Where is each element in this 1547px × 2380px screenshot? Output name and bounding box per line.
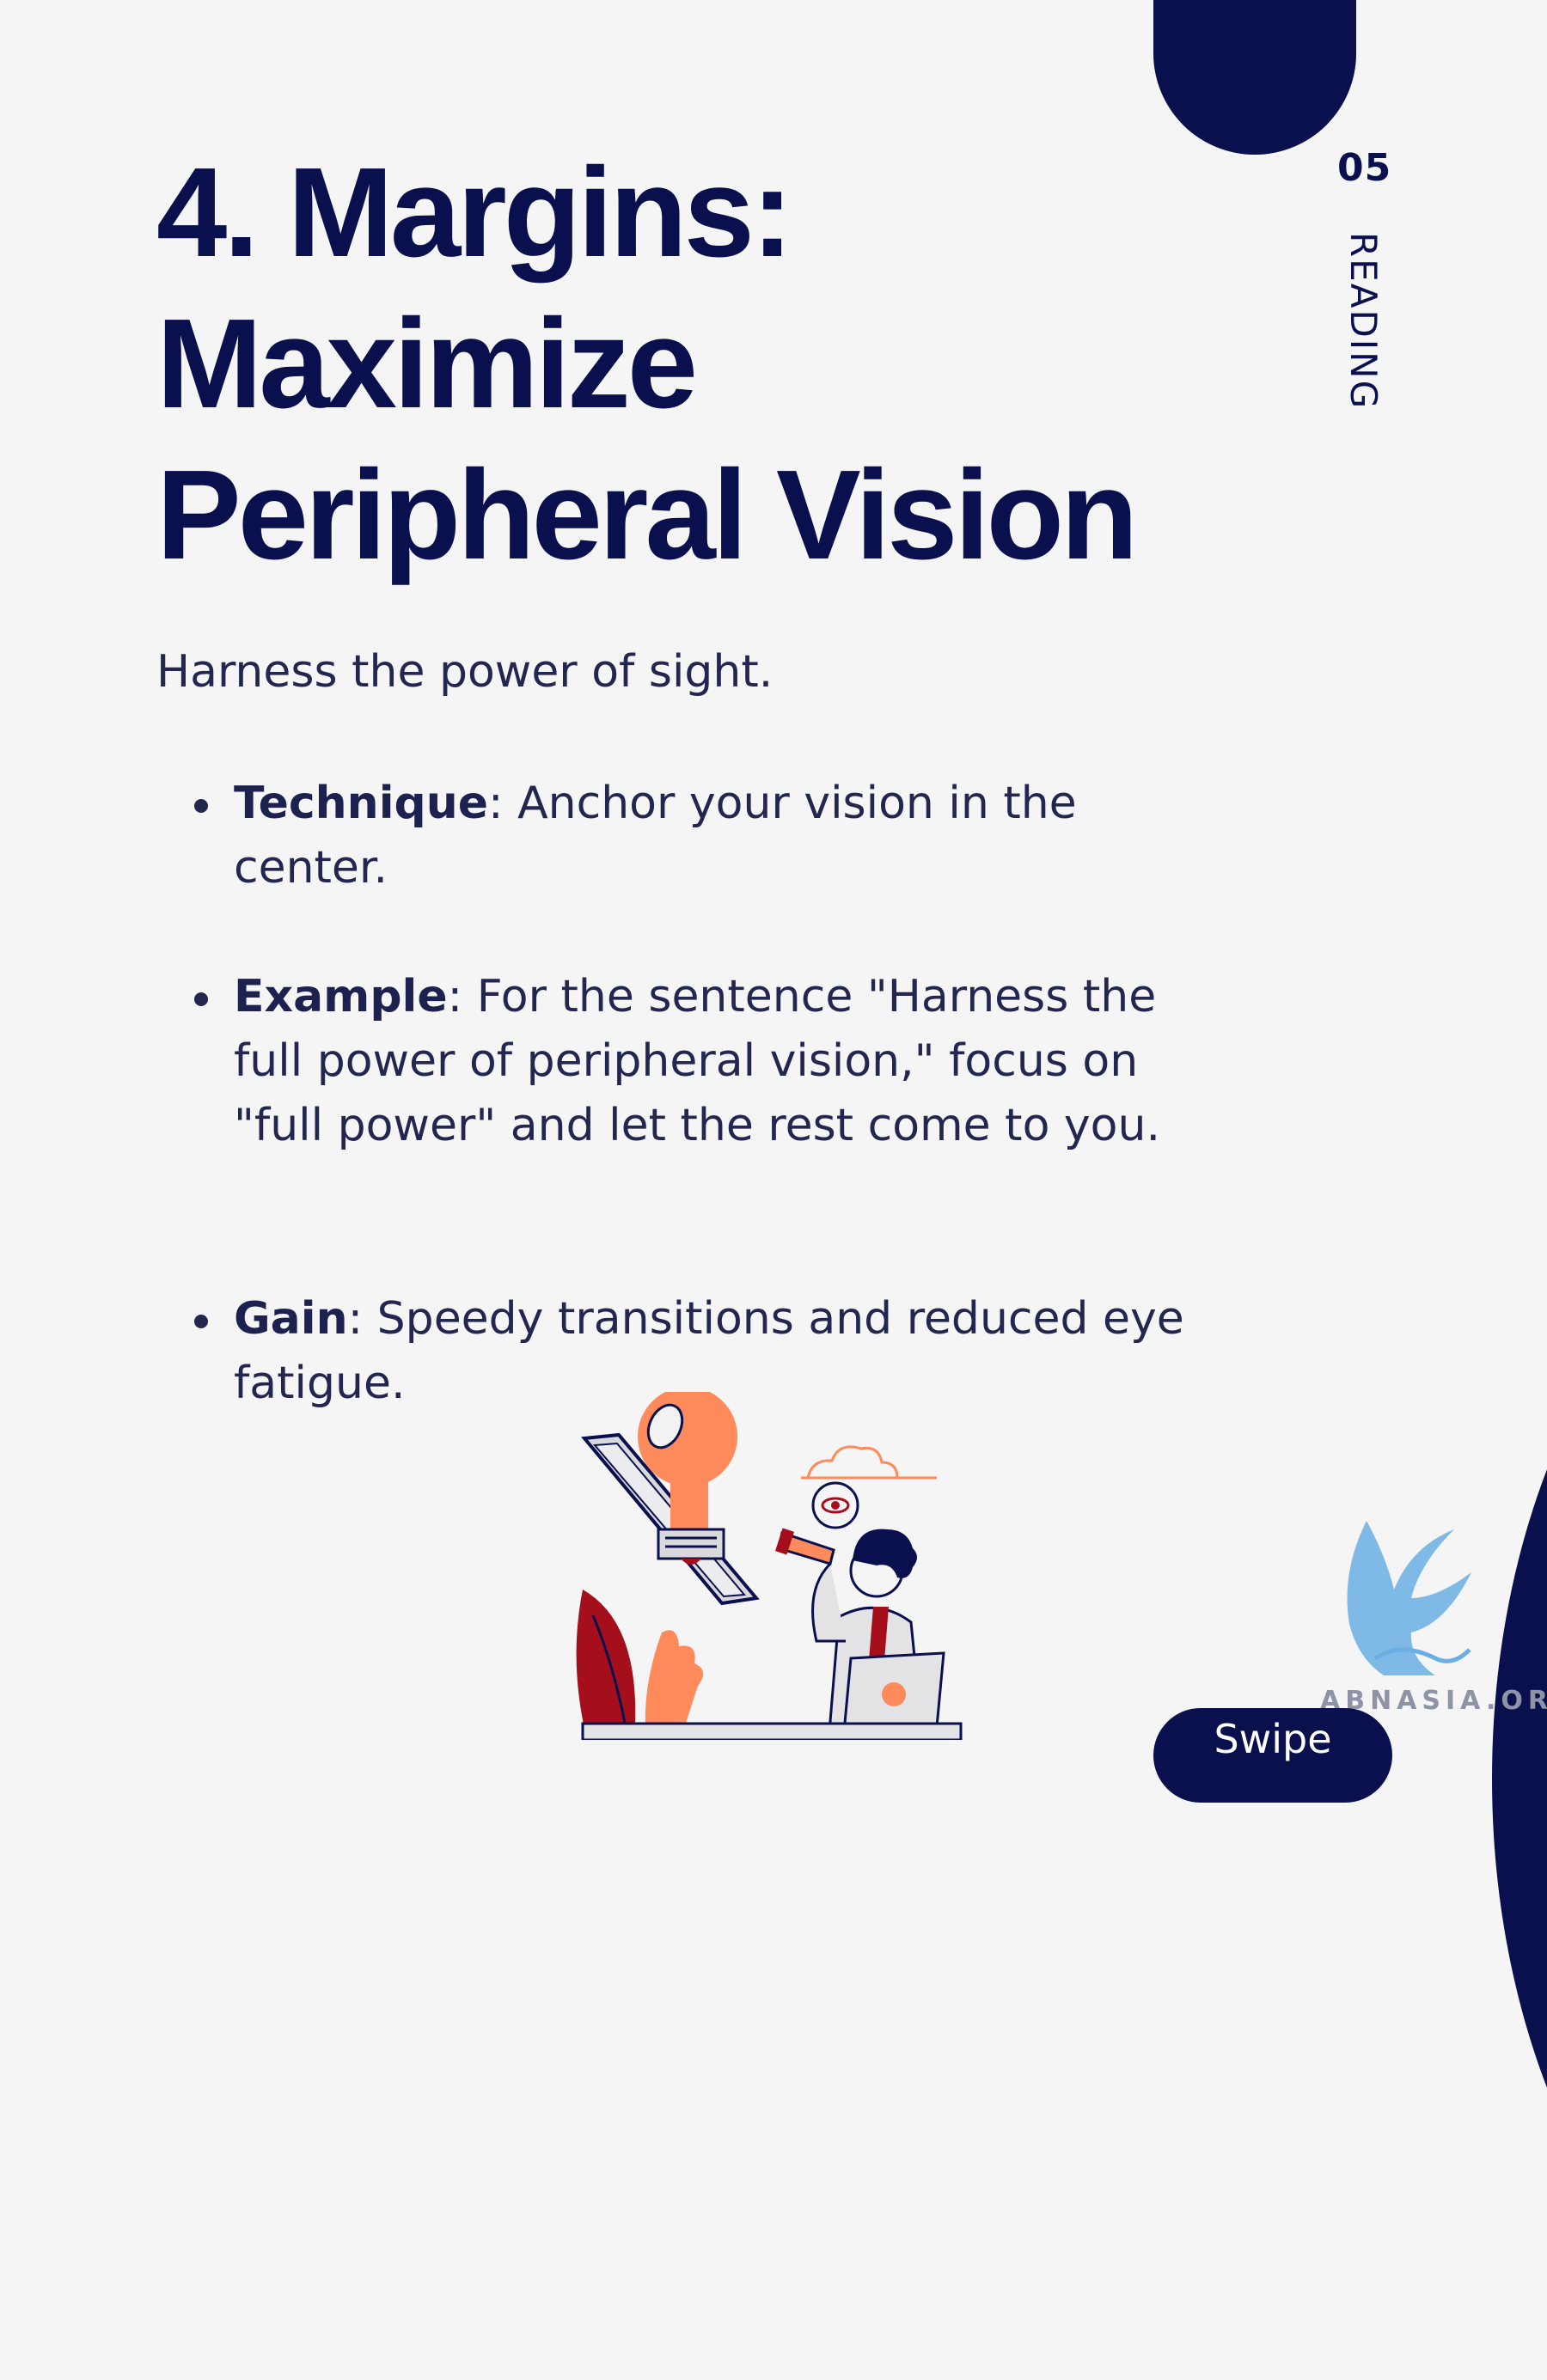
- bullet-text: : Speedy transitions and reduced eye fat…: [234, 1293, 1184, 1409]
- page-number: 05: [1337, 146, 1392, 190]
- page-title: 4. Margins: Maximize Peripheral Vision: [156, 137, 1188, 591]
- title-line-3: Peripheral Vision: [156, 444, 1138, 586]
- bullet-example: Example: For the sentence "Harness the f…: [194, 965, 1214, 1158]
- griffin-logo: [1347, 1521, 1471, 1675]
- bullet-text: : For the sentence "Harness the full pow…: [234, 971, 1160, 1151]
- swipe-button[interactable]: Swipe: [1153, 1708, 1392, 1803]
- section-label: READING: [1342, 232, 1385, 411]
- subtitle: Harness the power of sight.: [156, 646, 774, 698]
- bullet-gain: Gain: Speedy transitions and reduced eye…: [194, 1287, 1214, 1416]
- bullet-text: : Anchor your vision in the center.: [234, 778, 1077, 894]
- title-line-1: 4. Margins:: [156, 142, 793, 284]
- bullet-term: Gain: [234, 1293, 348, 1345]
- bullet-technique: Technique: Anchor your vision in the cen…: [194, 772, 1214, 900]
- top-decorative-pill: [1153, 0, 1356, 155]
- lightbulb-illustration: [576, 1392, 963, 1740]
- bullet-term: Example: [234, 971, 448, 1022]
- right-decorative-arc: [1492, 1177, 1547, 2380]
- title-line-2: Maximize: [156, 293, 698, 435]
- bullet-term: Technique: [234, 778, 489, 829]
